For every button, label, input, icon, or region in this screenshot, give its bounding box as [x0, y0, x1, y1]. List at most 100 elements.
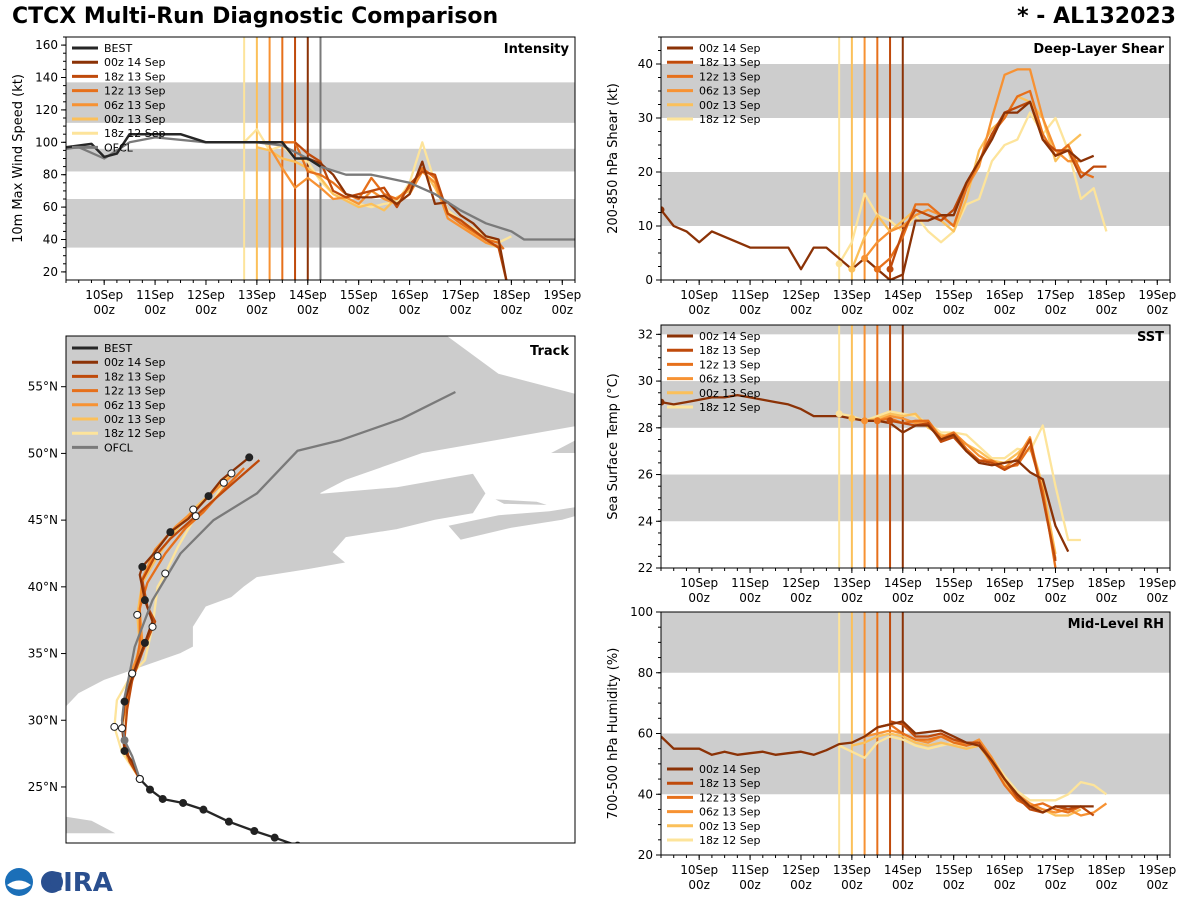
legend-label: 18z 12 Sep: [699, 834, 761, 847]
track-point: [189, 505, 198, 514]
track-point: [145, 785, 154, 794]
cira-globe-icon: [41, 871, 63, 893]
y-tick-label: 30: [638, 111, 653, 125]
legend-label: 12z 13 Sep: [104, 385, 166, 398]
init-point: [861, 417, 869, 425]
x-tick-label: 00z: [790, 591, 812, 605]
shaded-band: [661, 325, 1170, 335]
x-tick-label: 13Sep: [238, 288, 276, 302]
chart-rh: 2040608010010Sep00z11Sep00z12Sep00z13Sep…: [606, 605, 1176, 892]
init-point: [873, 417, 881, 425]
y-axis-label: 200-850 hPa Shear (kt): [606, 83, 621, 234]
track-point: [161, 569, 170, 578]
x-tick-label: 00z: [688, 878, 710, 892]
track-point: [199, 805, 208, 814]
x-tick-label: 11Sep: [731, 576, 769, 590]
series-line: [877, 417, 1057, 568]
x-tick-label: 12Sep: [782, 288, 820, 302]
y-tick-label: 40°N: [28, 580, 58, 594]
legend-label: 00z 13 Sep: [699, 387, 761, 400]
legend-label: BEST: [104, 342, 132, 355]
track-point: [227, 469, 236, 478]
legend-label: 18z 12 Sep: [104, 127, 166, 140]
shaded-band: [661, 612, 1170, 673]
legend-label: 18z 12 Sep: [104, 427, 166, 440]
y-tick-label: 100: [35, 135, 58, 149]
x-tick-label: 13Sep: [833, 288, 871, 302]
land-mass: [66, 336, 575, 708]
y-tick-label: 160: [35, 38, 58, 52]
legend-label: 06z 13 Sep: [699, 373, 761, 386]
x-tick-label: 00z: [994, 303, 1016, 317]
x-tick-label: 15Sep: [935, 288, 973, 302]
x-tick-label: 11Sep: [731, 288, 769, 302]
init-point: [835, 260, 843, 268]
track-point: [133, 610, 142, 619]
legend-label: OFCL: [104, 141, 134, 154]
y-tick-label: 40: [638, 57, 653, 71]
init-point: [661, 398, 665, 406]
y-tick-label: 25°N: [28, 780, 58, 794]
init-point: [848, 414, 856, 422]
x-tick-label: 00z: [841, 591, 863, 605]
legend-label: 12z 13 Sep: [104, 85, 166, 98]
legend-label: 06z 13 Sep: [104, 99, 166, 112]
x-tick-label: 17Sep: [1037, 863, 1075, 877]
x-tick-label: 00z: [144, 303, 166, 317]
x-tick-label: 17Sep: [1037, 576, 1075, 590]
legend-label: 06z 13 Sep: [104, 399, 166, 412]
y-tick-label: 80: [43, 168, 58, 182]
legend-label: 00z 13 Sep: [104, 113, 166, 126]
legend-label: 18z 13 Sep: [699, 56, 761, 69]
y-tick-label: 30: [638, 374, 653, 388]
y-tick-label: 0: [645, 273, 653, 287]
legend-label: 06z 13 Sep: [699, 85, 761, 98]
x-tick-label: 12Sep: [782, 863, 820, 877]
x-tick-label: 14Sep: [884, 288, 922, 302]
series-line: [307, 157, 508, 280]
y-axis-label: 10m Max Wind Speed (kt): [11, 74, 26, 243]
init-point: [873, 265, 881, 273]
series-line: [294, 141, 508, 280]
series-group: [661, 68, 1108, 280]
x-tick-label: 00z: [943, 591, 965, 605]
x-tick-label: 13Sep: [833, 863, 871, 877]
y-tick-label: 40: [638, 787, 653, 801]
x-tick-label: 17Sep: [442, 288, 480, 302]
x-tick-label: 12Sep: [187, 288, 225, 302]
x-tick-label: 00z: [348, 303, 370, 317]
y-axis-label: 700-500 hPa Humidity (%): [606, 648, 621, 820]
x-tick-label: 00z: [892, 303, 914, 317]
y-tick-label: 80: [638, 666, 653, 680]
track-point: [120, 736, 129, 745]
y-tick-label: 28: [638, 421, 653, 435]
x-tick-label: 16Sep: [986, 288, 1024, 302]
legend-label: 00z 13 Sep: [699, 820, 761, 833]
x-tick-label: 14Sep: [289, 288, 327, 302]
x-tick-label: 00z: [739, 591, 761, 605]
chart-shear: 01020304010Sep00z11Sep00z12Sep00z13Sep00…: [606, 36, 1176, 317]
x-tick-label: 00z: [1146, 591, 1168, 605]
x-tick-label: 15Sep: [340, 288, 378, 302]
x-tick-label: 00z: [195, 303, 217, 317]
y-tick-label: 20: [638, 165, 653, 179]
x-tick-label: 00z: [790, 303, 812, 317]
legend-label: 00z 14 Sep: [699, 42, 761, 55]
legend-label: 18z 12 Sep: [699, 401, 761, 414]
x-tick-label: 00z: [688, 303, 710, 317]
y-tick-label: 20: [638, 848, 653, 862]
x-tick-label: 00z: [297, 303, 319, 317]
shaded-band: [661, 474, 1170, 522]
x-tick-label: 00z: [1096, 303, 1118, 317]
legend-label: 18z 13 Sep: [104, 70, 166, 83]
x-tick-label: 15Sep: [935, 576, 973, 590]
chart-title: Intensity: [504, 42, 570, 57]
plot-frame: [65, 335, 576, 844]
track-point: [120, 746, 129, 755]
track-point: [110, 722, 119, 731]
noaa-logo-wave: [7, 880, 31, 890]
shaded-band: [661, 64, 1170, 118]
x-tick-label: 00z: [551, 303, 573, 317]
track-point: [158, 794, 167, 803]
legend-label: 12z 13 Sep: [699, 358, 761, 371]
